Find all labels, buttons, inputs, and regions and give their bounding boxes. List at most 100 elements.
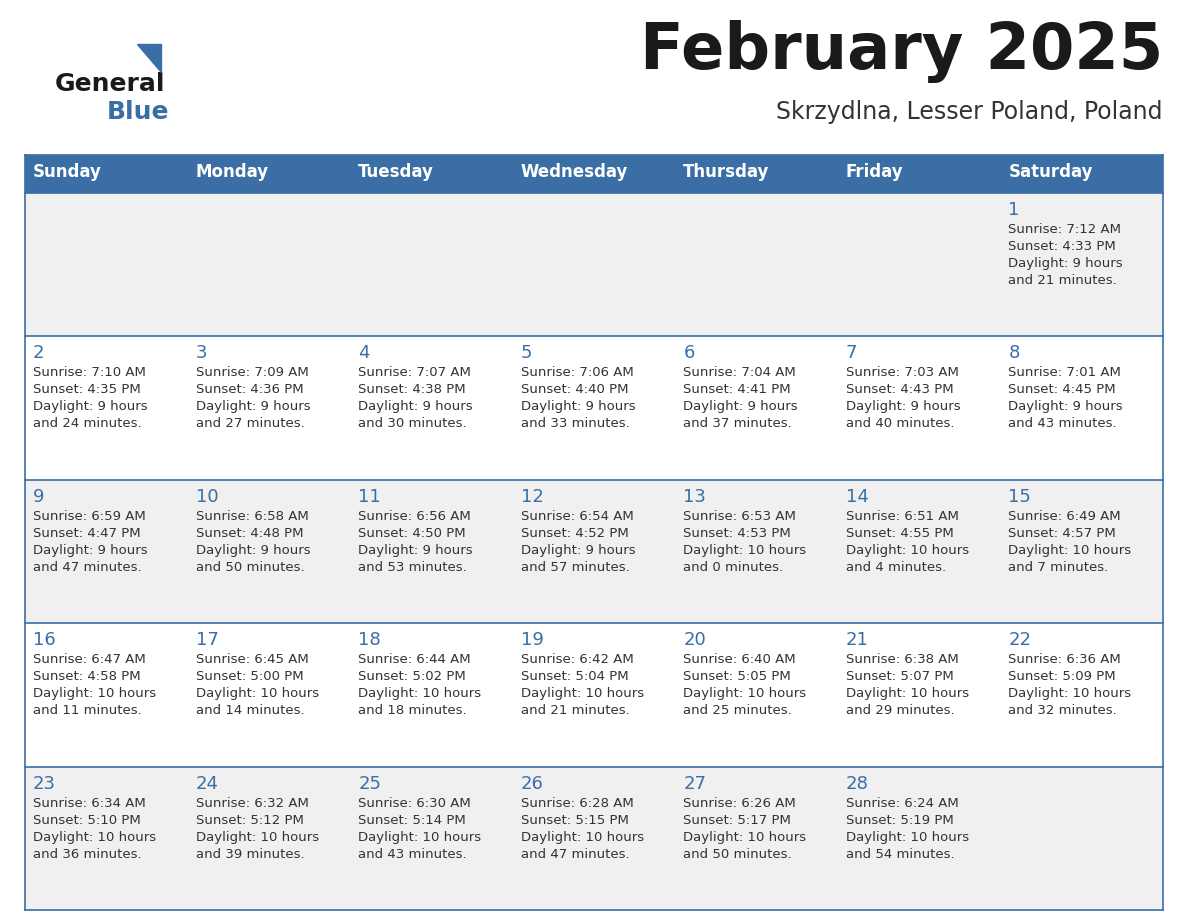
Text: and 43 minutes.: and 43 minutes.	[1009, 418, 1117, 431]
Text: Sunset: 5:09 PM: Sunset: 5:09 PM	[1009, 670, 1116, 683]
Text: Daylight: 10 hours: Daylight: 10 hours	[358, 688, 481, 700]
Text: 7: 7	[846, 344, 858, 363]
Text: Friday: Friday	[846, 163, 904, 181]
Text: Sunset: 5:12 PM: Sunset: 5:12 PM	[196, 813, 303, 826]
Text: 6: 6	[683, 344, 695, 363]
Text: Sunrise: 6:40 AM: Sunrise: 6:40 AM	[683, 654, 796, 666]
Text: 11: 11	[358, 487, 381, 506]
Text: and 14 minutes.: and 14 minutes.	[196, 704, 304, 717]
Text: and 47 minutes.: and 47 minutes.	[33, 561, 141, 574]
Text: Daylight: 9 hours: Daylight: 9 hours	[846, 400, 960, 413]
Text: Sunset: 4:52 PM: Sunset: 4:52 PM	[520, 527, 628, 540]
Text: 1: 1	[1009, 201, 1019, 219]
Text: Sunday: Sunday	[33, 163, 102, 181]
Text: Sunset: 4:35 PM: Sunset: 4:35 PM	[33, 384, 140, 397]
Text: Daylight: 10 hours: Daylight: 10 hours	[520, 688, 644, 700]
Text: 16: 16	[33, 632, 56, 649]
Text: and 0 minutes.: and 0 minutes.	[683, 561, 783, 574]
Text: Sunrise: 6:53 AM: Sunrise: 6:53 AM	[683, 509, 796, 522]
Text: 22: 22	[1009, 632, 1031, 649]
Text: 14: 14	[846, 487, 868, 506]
Bar	[25, 155, 1163, 193]
Text: and 40 minutes.: and 40 minutes.	[846, 418, 954, 431]
Text: Sunrise: 7:07 AM: Sunrise: 7:07 AM	[358, 366, 470, 379]
Bar	[25, 767, 1163, 910]
Text: and 4 minutes.: and 4 minutes.	[846, 561, 946, 574]
Text: Daylight: 10 hours: Daylight: 10 hours	[33, 688, 156, 700]
Text: Saturday: Saturday	[1009, 163, 1093, 181]
Text: Sunset: 4:33 PM: Sunset: 4:33 PM	[1009, 240, 1117, 253]
Text: Sunset: 4:55 PM: Sunset: 4:55 PM	[846, 527, 954, 540]
Text: 4: 4	[358, 344, 369, 363]
Text: Daylight: 10 hours: Daylight: 10 hours	[1009, 543, 1131, 557]
Text: Daylight: 10 hours: Daylight: 10 hours	[33, 831, 156, 844]
Text: General: General	[55, 72, 165, 96]
Text: Skrzydlna, Lesser Poland, Poland: Skrzydlna, Lesser Poland, Poland	[777, 100, 1163, 124]
Text: 24: 24	[196, 775, 219, 792]
Text: Sunrise: 6:28 AM: Sunrise: 6:28 AM	[520, 797, 633, 810]
Text: 9: 9	[33, 487, 44, 506]
Bar	[25, 480, 1163, 623]
Text: Daylight: 10 hours: Daylight: 10 hours	[683, 831, 807, 844]
Text: and 57 minutes.: and 57 minutes.	[520, 561, 630, 574]
Text: and 47 minutes.: and 47 minutes.	[520, 847, 630, 860]
Text: and 30 minutes.: and 30 minutes.	[358, 418, 467, 431]
Text: Daylight: 9 hours: Daylight: 9 hours	[1009, 400, 1123, 413]
Text: and 36 minutes.: and 36 minutes.	[33, 847, 141, 860]
Text: Daylight: 10 hours: Daylight: 10 hours	[683, 688, 807, 700]
Text: Sunset: 5:00 PM: Sunset: 5:00 PM	[196, 670, 303, 683]
Text: Daylight: 9 hours: Daylight: 9 hours	[358, 400, 473, 413]
Text: Sunrise: 6:51 AM: Sunrise: 6:51 AM	[846, 509, 959, 522]
Text: Monday: Monday	[196, 163, 268, 181]
Text: Sunset: 5:19 PM: Sunset: 5:19 PM	[846, 813, 954, 826]
Text: Sunrise: 6:24 AM: Sunrise: 6:24 AM	[846, 797, 959, 810]
Text: 3: 3	[196, 344, 207, 363]
Text: Sunrise: 6:58 AM: Sunrise: 6:58 AM	[196, 509, 309, 522]
Text: 26: 26	[520, 775, 544, 792]
Text: Daylight: 10 hours: Daylight: 10 hours	[196, 831, 318, 844]
Text: and 39 minutes.: and 39 minutes.	[196, 847, 304, 860]
Text: Sunrise: 6:38 AM: Sunrise: 6:38 AM	[846, 654, 959, 666]
Text: 10: 10	[196, 487, 219, 506]
Text: Sunset: 5:05 PM: Sunset: 5:05 PM	[683, 670, 791, 683]
Text: 17: 17	[196, 632, 219, 649]
Text: Sunrise: 6:59 AM: Sunrise: 6:59 AM	[33, 509, 146, 522]
Text: Sunset: 4:57 PM: Sunset: 4:57 PM	[1009, 527, 1117, 540]
Text: Daylight: 9 hours: Daylight: 9 hours	[1009, 257, 1123, 270]
Text: Sunset: 4:47 PM: Sunset: 4:47 PM	[33, 527, 140, 540]
Text: Sunset: 5:15 PM: Sunset: 5:15 PM	[520, 813, 628, 826]
Text: Daylight: 10 hours: Daylight: 10 hours	[846, 543, 969, 557]
Text: and 43 minutes.: and 43 minutes.	[358, 847, 467, 860]
Bar	[25, 623, 1163, 767]
Text: Sunset: 4:40 PM: Sunset: 4:40 PM	[520, 384, 628, 397]
Text: Daylight: 9 hours: Daylight: 9 hours	[520, 543, 636, 557]
Text: Sunrise: 7:06 AM: Sunrise: 7:06 AM	[520, 366, 633, 379]
Text: Sunrise: 7:12 AM: Sunrise: 7:12 AM	[1009, 223, 1121, 236]
Text: Sunrise: 6:47 AM: Sunrise: 6:47 AM	[33, 654, 146, 666]
Text: 13: 13	[683, 487, 706, 506]
Text: and 50 minutes.: and 50 minutes.	[683, 847, 792, 860]
Text: and 24 minutes.: and 24 minutes.	[33, 418, 141, 431]
Text: Daylight: 9 hours: Daylight: 9 hours	[33, 400, 147, 413]
Text: Sunrise: 6:45 AM: Sunrise: 6:45 AM	[196, 654, 309, 666]
Text: Sunrise: 7:04 AM: Sunrise: 7:04 AM	[683, 366, 796, 379]
Text: Sunrise: 6:54 AM: Sunrise: 6:54 AM	[520, 509, 633, 522]
Text: Daylight: 10 hours: Daylight: 10 hours	[846, 688, 969, 700]
Text: Sunrise: 7:10 AM: Sunrise: 7:10 AM	[33, 366, 146, 379]
Text: and 27 minutes.: and 27 minutes.	[196, 418, 304, 431]
Text: Daylight: 10 hours: Daylight: 10 hours	[683, 543, 807, 557]
Text: and 50 minutes.: and 50 minutes.	[196, 561, 304, 574]
Bar	[25, 193, 1163, 336]
Text: and 21 minutes.: and 21 minutes.	[1009, 274, 1117, 287]
Text: Sunset: 4:43 PM: Sunset: 4:43 PM	[846, 384, 954, 397]
Text: Sunrise: 7:03 AM: Sunrise: 7:03 AM	[846, 366, 959, 379]
Text: 23: 23	[33, 775, 56, 792]
Text: Sunrise: 6:36 AM: Sunrise: 6:36 AM	[1009, 654, 1121, 666]
Text: and 18 minutes.: and 18 minutes.	[358, 704, 467, 717]
Text: and 32 minutes.: and 32 minutes.	[1009, 704, 1117, 717]
Text: Sunset: 5:07 PM: Sunset: 5:07 PM	[846, 670, 954, 683]
Text: and 7 minutes.: and 7 minutes.	[1009, 561, 1108, 574]
Text: Sunrise: 6:32 AM: Sunrise: 6:32 AM	[196, 797, 309, 810]
Text: and 33 minutes.: and 33 minutes.	[520, 418, 630, 431]
Text: Sunset: 4:38 PM: Sunset: 4:38 PM	[358, 384, 466, 397]
